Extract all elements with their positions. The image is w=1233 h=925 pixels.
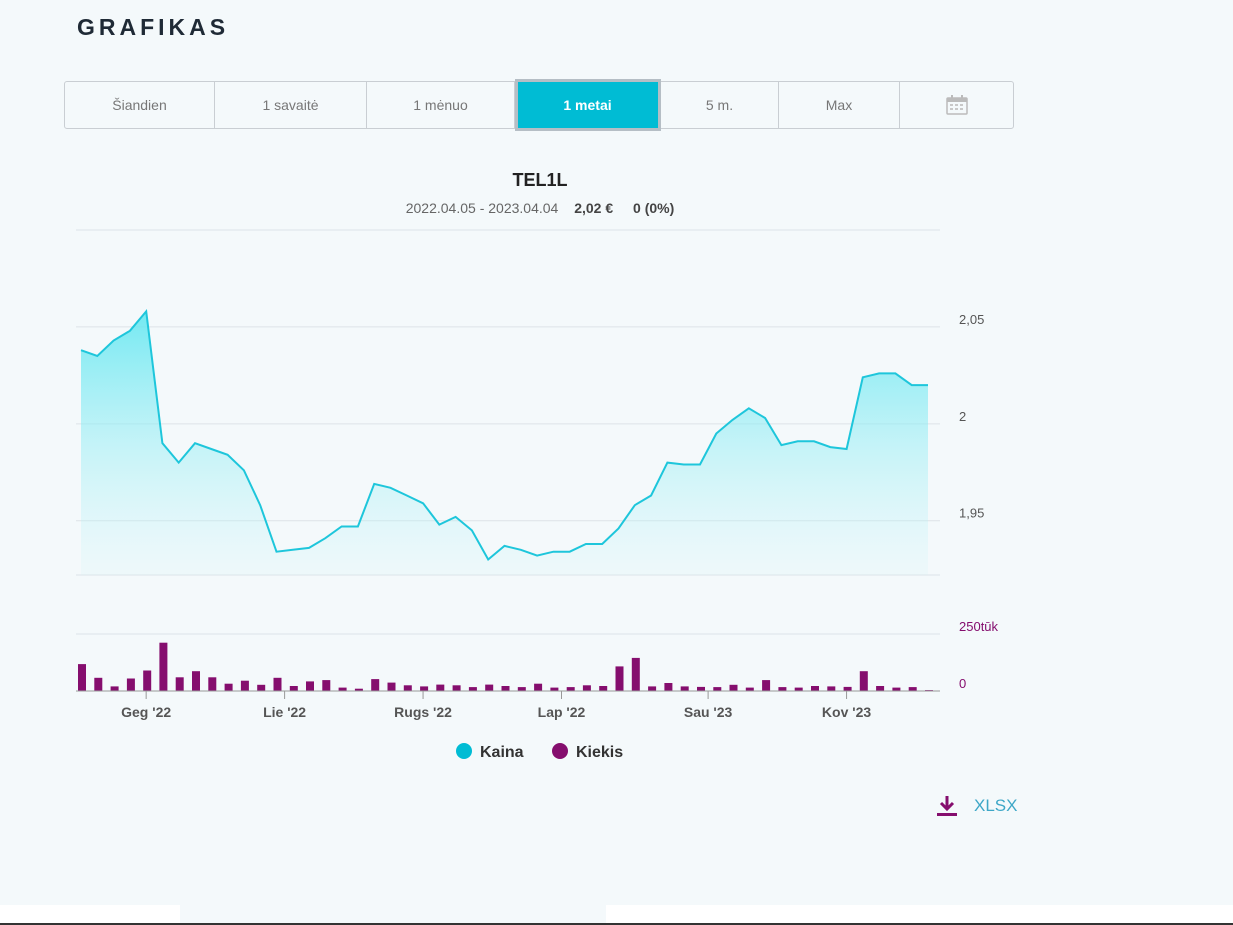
volume-bar	[811, 686, 819, 691]
volume-bar	[420, 686, 429, 691]
range-max-button[interactable]: Max	[779, 82, 900, 128]
volume-bar	[436, 684, 445, 691]
volume-bar	[762, 680, 771, 691]
download-label: XLSX	[974, 796, 1018, 815]
volume-bar	[354, 688, 363, 691]
volume-bar	[599, 686, 608, 691]
volume-bar	[175, 677, 184, 691]
price-line	[80, 308, 928, 562]
volume-bar	[550, 687, 559, 691]
volume-bar	[208, 677, 217, 691]
volume-bar	[713, 687, 722, 691]
volume-bar	[110, 686, 119, 691]
volume-bar	[859, 671, 868, 691]
volume-bar	[908, 687, 917, 691]
range-month-button[interactable]: 1 mėnuo	[367, 82, 515, 128]
volume-bar	[485, 684, 494, 691]
volume-bar	[794, 687, 803, 691]
volume-bar	[631, 657, 640, 691]
footer-divider	[0, 923, 1233, 925]
volume-bar	[843, 686, 852, 691]
x-tick-label: Sau '23	[684, 704, 733, 720]
x-tick-label: Lap '22	[538, 704, 586, 720]
legend-label-volume: Kiekis	[576, 744, 623, 761]
volume-bar	[289, 686, 298, 691]
volume-bar	[94, 677, 103, 691]
volume-bar	[273, 677, 282, 691]
last-price-text: 2,02 €	[574, 200, 613, 216]
range-today-button[interactable]: Šiandien	[65, 82, 215, 128]
volume-bar	[403, 685, 412, 691]
volume-bar	[322, 680, 331, 691]
price-chart: TEL1L 2022.04.05 - 2023.04.04 2,02 € 0 (…	[76, 170, 999, 761]
time-range-selector: Šiandien 1 savaitė 1 mėnuo 1 metai 5 m. …	[64, 79, 1014, 131]
chart-title: TEL1L	[512, 170, 567, 190]
volume-bar	[566, 687, 575, 691]
volume-bar	[257, 684, 266, 691]
volume-bar	[192, 671, 200, 691]
calendar-icon	[945, 95, 968, 115]
price-tick-label: 1,95	[959, 506, 984, 521]
volume-bar	[306, 681, 314, 691]
volume-bar	[468, 687, 477, 691]
range-year-button[interactable]: 1 metai	[515, 79, 661, 131]
x-tick-label: Lie '22	[263, 704, 306, 720]
price-tick-label: 2,05	[959, 312, 984, 327]
x-tick-label: Geg '22	[121, 704, 171, 720]
volume-bar	[240, 680, 249, 691]
range-week-button[interactable]: 1 savaitė	[215, 82, 367, 128]
date-range-text: 2022.04.05 - 2023.04.04	[406, 200, 559, 216]
volume-bar	[876, 686, 885, 691]
download-icon	[937, 796, 957, 816]
volume-bar	[778, 687, 787, 691]
x-tick-label: Rugs '22	[394, 704, 452, 720]
volume-bar	[680, 686, 689, 691]
volume-tick-label: 250tūk	[959, 619, 999, 634]
download-xlsx-button[interactable]: XLSX	[936, 795, 1017, 817]
footer-strip	[606, 905, 1233, 925]
price-area	[81, 311, 928, 575]
range-custom-button[interactable]	[900, 82, 1013, 128]
legend-marker-price	[456, 743, 472, 759]
price-tick-label: 2	[959, 409, 966, 424]
legend-marker-volume	[552, 743, 568, 759]
volume-bar	[126, 678, 135, 691]
volume-bar	[143, 670, 152, 691]
volume-bar	[452, 685, 461, 691]
volume-bar	[827, 686, 836, 691]
volume-tick-label: 0	[959, 676, 966, 691]
volume-bar	[159, 642, 168, 691]
volume-bar	[615, 666, 624, 691]
x-tick-label: Kov '23	[822, 704, 871, 720]
volume-bar	[501, 686, 510, 691]
volume-bar	[338, 687, 347, 691]
volume-bar	[224, 683, 233, 691]
volume-bars	[78, 642, 933, 692]
volume-bar	[729, 684, 738, 691]
volume-bar	[648, 686, 657, 691]
volume-bar	[892, 687, 901, 691]
chart-subtitle: 2022.04.05 - 2023.04.04 2,02 € 0 (0%)	[406, 200, 675, 216]
legend-label-price: Kaina	[480, 744, 524, 761]
volume-bar	[534, 683, 543, 691]
volume-bar	[371, 679, 380, 691]
price-change-text: 0 (0%)	[633, 200, 674, 216]
axes: 1,95 2 2,05 0 250tūk Geg '22 Lie '22 Rugs '22 La…	[76, 312, 999, 720]
volume-bar	[517, 687, 526, 691]
volume-bar	[664, 683, 673, 691]
volume-bar	[582, 685, 591, 691]
volume-bar	[697, 686, 705, 691]
volume-bar	[78, 664, 86, 691]
footer-strip	[0, 905, 180, 925]
volume-bar	[745, 687, 754, 691]
volume-bar	[387, 682, 396, 691]
range-5y-button[interactable]: 5 m.	[661, 82, 779, 128]
chart-legend: Kaina Kiekis	[456, 743, 623, 761]
page-heading: GRAFIKAS	[77, 14, 230, 40]
